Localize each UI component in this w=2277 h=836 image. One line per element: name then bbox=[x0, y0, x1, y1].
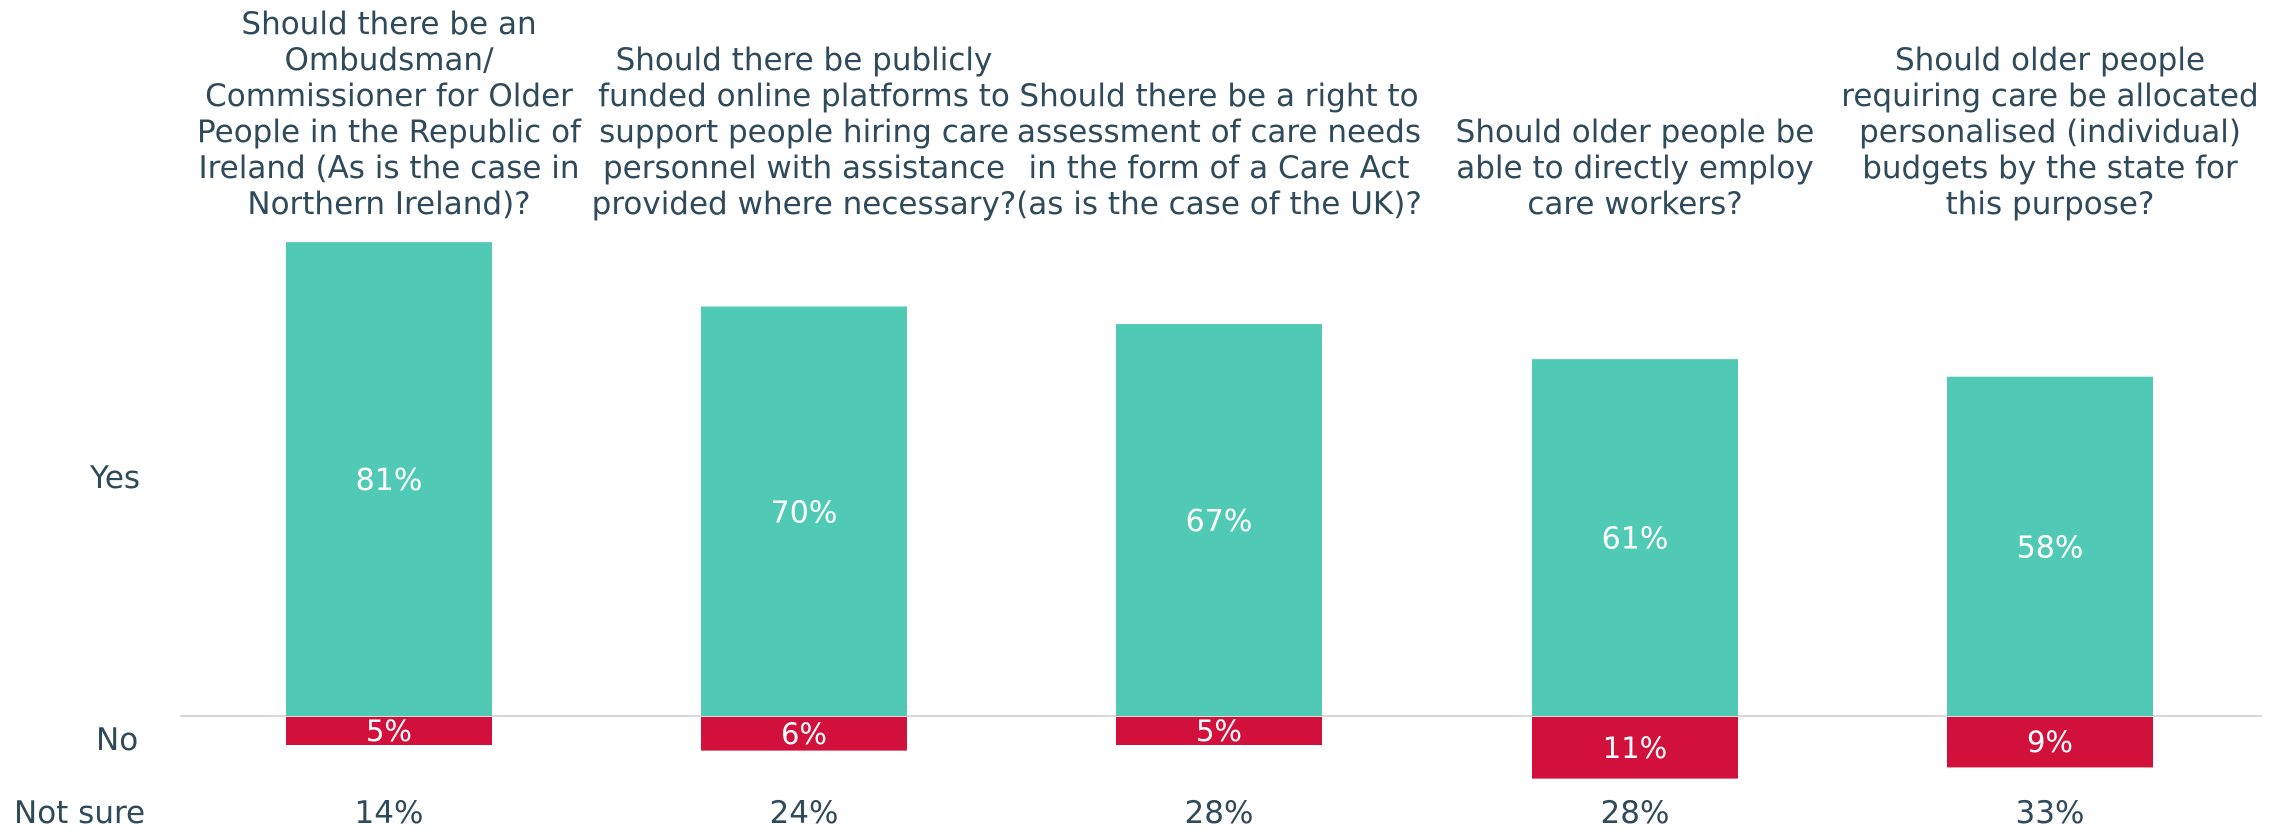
category-label-3: Should there be a right to assessment of… bbox=[1016, 78, 1422, 222]
data-label-yes-2: 70% bbox=[771, 495, 838, 530]
bar-no-3 bbox=[1116, 717, 1322, 745]
row-label-yes: Yes bbox=[90, 460, 141, 496]
category-label-2: Should there be publicly funded online p… bbox=[591, 42, 1017, 222]
category-label-1: Should there be an Ombudsman/ Commission… bbox=[197, 6, 581, 222]
data-label-no-2: 6% bbox=[781, 717, 827, 751]
bar-yes-3 bbox=[1116, 324, 1322, 716]
bar-yes-5 bbox=[1947, 376, 2153, 716]
data-label-no-1: 5% bbox=[366, 714, 412, 748]
bar-no-1 bbox=[286, 717, 492, 745]
data-label-no-5: 9% bbox=[2027, 725, 2073, 759]
data-label-no-4: 11% bbox=[1603, 731, 1667, 765]
bar-no-5 bbox=[1947, 717, 2153, 768]
not-sure-value-5: 33% bbox=[2015, 795, 2085, 831]
category-label-4: Should older people be able to directly … bbox=[1455, 114, 1815, 222]
data-label-no-3: 5% bbox=[1196, 714, 1242, 748]
not-sure-value-3: 28% bbox=[1184, 795, 1254, 831]
bar-yes-4 bbox=[1532, 359, 1738, 716]
data-label-yes-5: 58% bbox=[2017, 530, 2084, 565]
data-label-yes-4: 61% bbox=[1602, 522, 1669, 557]
data-label-yes-1: 81% bbox=[356, 463, 423, 498]
bar-yes-2 bbox=[701, 306, 907, 716]
row-label-not-sure: Not sure bbox=[14, 795, 146, 831]
bar-no-2 bbox=[701, 717, 907, 751]
not-sure-value-2: 24% bbox=[769, 795, 839, 831]
data-label-yes-3: 67% bbox=[1186, 504, 1253, 539]
bar-no-4 bbox=[1532, 717, 1738, 779]
row-label-no: No bbox=[96, 722, 139, 758]
not-sure-value-4: 28% bbox=[1600, 795, 1670, 831]
category-label-5: Should older people requiring care be al… bbox=[1841, 42, 2259, 222]
bar-yes-1 bbox=[286, 242, 492, 716]
not-sure-value-1: 14% bbox=[354, 795, 424, 831]
